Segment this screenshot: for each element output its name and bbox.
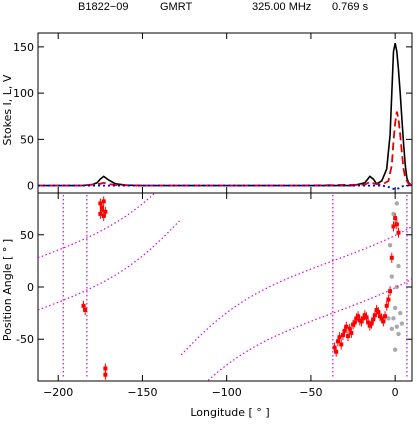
- pa-density-point: [399, 321, 405, 326]
- pa-density-point: [386, 316, 391, 321]
- pa-point: [371, 317, 376, 322]
- pa-point: [334, 349, 339, 354]
- pa-point: [101, 213, 106, 218]
- pa-density-point: [392, 347, 398, 352]
- pa-point: [384, 303, 389, 308]
- series-v-line: [38, 184, 412, 191]
- pa-point: [344, 324, 349, 329]
- x-tick-label: −100: [212, 386, 242, 399]
- pa-point: [339, 342, 344, 347]
- series-l-line: [38, 111, 413, 187]
- pa-density-point: [398, 310, 403, 316]
- pa-density-point: [389, 326, 394, 331]
- pa-point: [342, 328, 347, 333]
- pa-point: [394, 222, 399, 227]
- pulsar-name: B1822−09: [78, 1, 129, 13]
- pulse-period: 0.769 s: [332, 1, 369, 13]
- header: B1822−09 GMRT 325.00 MHz 0.769 s: [0, 0, 417, 22]
- pa-point: [391, 224, 396, 229]
- rvm-curve: [37, 193, 155, 259]
- pa-density-point: [389, 274, 394, 279]
- pa-point: [340, 333, 345, 338]
- pa-point: [103, 209, 108, 214]
- pa-density-point: [391, 316, 396, 321]
- pa-point: [83, 307, 88, 312]
- stokes-panel: 0 50 100 150: [13, 32, 413, 194]
- y-tick-label: -50: [16, 333, 34, 346]
- series-i-line: [38, 43, 413, 187]
- pa-point: [351, 322, 356, 327]
- pa-density-point: [392, 305, 398, 311]
- y-tick-label: 100: [13, 87, 34, 100]
- pa-density-point: [396, 331, 401, 337]
- pa-point: [352, 320, 357, 325]
- pa-point: [366, 320, 371, 325]
- pa-point: [347, 326, 352, 331]
- telescope-name: GMRT: [160, 1, 193, 13]
- pa-point: [359, 319, 364, 324]
- y-tick-label: 0: [27, 180, 34, 193]
- longitude-axis-label: Longitude [ ° ]: [190, 406, 269, 419]
- pa-point: [103, 372, 108, 377]
- pa-point: [81, 303, 86, 308]
- pa-density-point: [394, 201, 400, 206]
- pa-point: [379, 316, 384, 321]
- x-tick-label: −150: [127, 386, 157, 399]
- pa-point: [98, 201, 103, 206]
- rvm-curve: [37, 220, 180, 311]
- pa-point: [393, 216, 398, 221]
- y-tick-label: 50: [20, 229, 34, 242]
- pa-density-point: [394, 324, 400, 329]
- pa-point: [100, 205, 105, 210]
- pa-point: [98, 211, 103, 216]
- x-tick-label: 0: [392, 386, 399, 399]
- pa-point: [381, 319, 386, 324]
- pa-point: [369, 321, 374, 326]
- pa-point: [335, 339, 340, 344]
- pa-point: [374, 307, 379, 312]
- pa-point: [386, 297, 391, 302]
- pa-density-point: [387, 243, 393, 248]
- pa-density-point: [394, 284, 400, 290]
- y-tick-label: 0: [27, 281, 34, 294]
- pa-point: [367, 323, 372, 328]
- top-panel-frame: [37, 32, 413, 194]
- pa-point: [332, 345, 337, 350]
- pa-point: [377, 314, 382, 319]
- pa-point: [383, 314, 388, 319]
- position-angle-panel: -50 0 50 −200 −150 −100 −50 0: [16, 192, 413, 399]
- stokes-axis-label: Stokes I, L, V: [1, 74, 14, 145]
- pa-point: [337, 335, 342, 340]
- y-tick-label: 150: [13, 41, 34, 54]
- pa-point: [354, 316, 359, 321]
- pa-point: [345, 334, 350, 339]
- rvm-curve: [180, 226, 413, 356]
- pa-point: [388, 289, 393, 294]
- pa-point: [362, 313, 367, 318]
- pa-point: [372, 313, 377, 318]
- pa-point: [101, 199, 106, 204]
- pa-point: [349, 330, 354, 335]
- pa-point: [389, 255, 394, 260]
- x-tick-label: −200: [43, 386, 73, 399]
- y-tick-label: 50: [20, 133, 34, 146]
- x-tick-label: −50: [299, 386, 322, 399]
- rvm-curve: [207, 278, 413, 381]
- pa-point: [356, 314, 361, 319]
- position-angle-axis-label: Position Angle [ ° ]: [1, 239, 14, 341]
- pa-point: [361, 316, 366, 321]
- pa-point: [376, 310, 381, 315]
- pa-point: [396, 230, 401, 235]
- pa-point: [364, 315, 369, 320]
- pa-density-point: [396, 263, 401, 269]
- pa-point: [103, 366, 108, 371]
- pa-density-point: [391, 211, 396, 217]
- observing-frequency: 325.00 MHz: [252, 1, 312, 13]
